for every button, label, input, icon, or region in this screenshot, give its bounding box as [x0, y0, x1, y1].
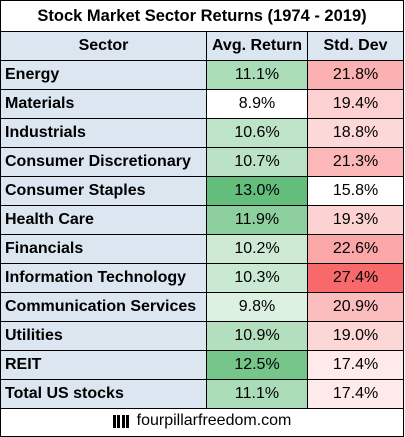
table-row-consumer-staples: Consumer Staples 13.0% 15.8% [0, 176, 405, 206]
table-row-industrials: Industrials 10.6% 18.8% [0, 118, 405, 148]
std-dev-cell: 18.8% [306, 118, 405, 148]
table-body: Energy 11.1% 21.8% Materials 8.9% 19.4% Indust… [0, 60, 405, 409]
sector-name-cell: REIT [0, 350, 207, 380]
std-dev-cell: 19.4% [306, 89, 405, 119]
std-dev-cell: 15.8% [306, 176, 405, 206]
avg-return-cell: 9.8% [206, 292, 308, 322]
table-row-financials: Financials 10.2% 22.6% [0, 234, 405, 264]
table-row-health-care: Health Care 11.9% 19.3% [0, 205, 405, 235]
avg-return-cell: 10.2% [206, 234, 308, 264]
sector-name-cell: Industrials [0, 118, 207, 148]
table-row-energy: Energy 11.1% 21.8% [0, 60, 405, 90]
sector-name-cell: Materials [0, 89, 207, 119]
sector-name-cell: Total US stocks [0, 379, 207, 409]
column-header-avg-return: Avg. Return [206, 31, 308, 61]
avg-return-cell: 8.9% [206, 89, 308, 119]
avg-return-cell: 11.1% [206, 379, 308, 409]
sector-name-cell: Communication Services [0, 292, 207, 322]
std-dev-cell: 19.3% [306, 205, 405, 235]
title-row: Stock Market Sector Returns (1974 - 2019… [0, 0, 405, 32]
avg-return-cell: 13.0% [206, 176, 308, 206]
std-dev-cell: 19.0% [306, 321, 405, 351]
std-dev-cell: 17.4% [306, 350, 405, 380]
avg-return-cell: 11.1% [206, 60, 308, 90]
column-header-std-dev: Std. Dev [306, 31, 405, 61]
sector-name-cell: Consumer Discretionary [0, 147, 207, 177]
table-row-communication-services: Communication Services 9.8% 20.9% [0, 292, 405, 322]
avg-return-cell: 10.3% [206, 263, 308, 293]
table-row-utilities: Utilities 10.9% 19.0% [0, 321, 405, 351]
table-row-total-us-stocks: Total US stocks 11.1% 17.4% [0, 379, 405, 409]
sector-name-cell: Utilities [0, 321, 207, 351]
std-dev-cell: 21.8% [306, 60, 405, 90]
std-dev-cell: 17.4% [306, 379, 405, 409]
avg-return-cell: 12.5% [206, 350, 308, 380]
column-header-sector: Sector [0, 31, 207, 61]
table-title: Stock Market Sector Returns (1974 - 2019… [0, 0, 405, 32]
sector-name-cell: Energy [0, 60, 207, 90]
avg-return-cell: 11.9% [206, 205, 308, 235]
sector-name-cell: Health Care [0, 205, 207, 235]
header-row: Sector Avg. Return Std. Dev [0, 31, 405, 61]
std-dev-cell: 27.4% [306, 263, 405, 293]
footer-row: fourpillarfreedom.com [0, 408, 405, 437]
footer-cell: fourpillarfreedom.com [0, 408, 405, 437]
sector-name-cell: Financials [0, 234, 207, 264]
footer-site-text: fourpillarfreedom.com [136, 412, 292, 430]
sector-name-cell: Information Technology [0, 263, 207, 293]
std-dev-cell: 20.9% [306, 292, 405, 322]
avg-return-cell: 10.6% [206, 118, 308, 148]
table-row-consumer-discretionary: Consumer Discretionary 10.7% 21.3% [0, 147, 405, 177]
avg-return-cell: 10.7% [206, 147, 308, 177]
table-row-information-technology: Information Technology 10.3% 27.4% [0, 263, 405, 293]
avg-return-cell: 10.9% [206, 321, 308, 351]
table-row-reit: REIT 12.5% 17.4% [0, 350, 405, 380]
std-dev-cell: 21.3% [306, 147, 405, 177]
table-row-materials: Materials 8.9% 19.4% [0, 89, 405, 119]
std-dev-cell: 22.6% [306, 234, 405, 264]
sector-name-cell: Consumer Staples [0, 176, 207, 206]
four-pillars-logo-icon [112, 414, 131, 433]
